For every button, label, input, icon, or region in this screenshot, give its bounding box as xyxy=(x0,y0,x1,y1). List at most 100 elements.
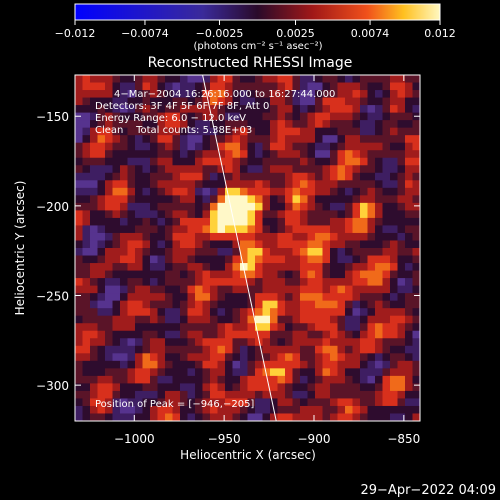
heatmap-cell xyxy=(247,97,256,106)
heatmap-cell xyxy=(217,383,226,392)
heatmap-cell xyxy=(247,172,256,181)
heatmap-cell xyxy=(120,338,129,347)
heatmap-cell xyxy=(240,255,249,264)
heatmap-cell xyxy=(345,232,354,242)
heatmap-cell xyxy=(285,75,294,84)
heatmap-cell xyxy=(255,210,264,219)
heatmap-cell xyxy=(360,135,369,144)
heatmap-cell xyxy=(382,360,391,369)
heatmap-cell xyxy=(120,142,129,151)
heatmap-cell xyxy=(150,225,159,234)
heatmap-cell xyxy=(150,308,159,317)
heatmap-cell xyxy=(142,383,151,392)
heatmap-cell xyxy=(225,187,234,196)
heatmap-cell xyxy=(390,338,399,347)
heatmap-cell xyxy=(397,180,406,189)
heatmap-cell xyxy=(90,345,99,354)
heatmap-cell xyxy=(255,353,264,362)
heatmap-cell xyxy=(375,195,384,204)
heatmap-cell xyxy=(127,225,136,234)
heatmap-cell xyxy=(367,330,376,339)
heatmap-cell xyxy=(97,105,106,114)
heatmap-cell xyxy=(367,285,376,294)
heatmap-cell xyxy=(307,112,316,121)
heatmap-cell xyxy=(390,345,399,354)
heatmap-cell xyxy=(247,202,256,211)
heatmap-cell xyxy=(120,240,129,249)
heatmap-cell xyxy=(375,225,384,234)
heatmap-cell xyxy=(172,263,181,272)
heatmap-cell xyxy=(172,368,181,377)
heatmap-cell xyxy=(82,270,91,279)
heatmap-cell xyxy=(315,278,324,287)
annotation-energy: Energy Range: 6.0 − 12.0 keV xyxy=(95,113,246,124)
heatmap-cell xyxy=(375,315,384,324)
heatmap-cell xyxy=(90,405,99,415)
heatmap-cell xyxy=(247,330,256,339)
heatmap-cell xyxy=(330,195,339,204)
heatmap-cell xyxy=(352,217,361,227)
heatmap-cell xyxy=(150,278,159,287)
heatmap-cell xyxy=(247,353,256,362)
heatmap-cell xyxy=(97,157,106,166)
heatmap-cell xyxy=(240,90,249,99)
heatmap-cell xyxy=(225,375,234,384)
heatmap-cell xyxy=(195,180,204,189)
heatmap-cell xyxy=(232,142,241,151)
heatmap-cell xyxy=(322,338,331,347)
heatmap-cell xyxy=(90,180,99,189)
heatmap-cell xyxy=(367,82,376,91)
heatmap-cell xyxy=(240,263,249,272)
heatmap-cell xyxy=(210,195,219,204)
heatmap-cell xyxy=(105,232,114,242)
heatmap-cell xyxy=(165,232,174,242)
heatmap-cell xyxy=(405,345,414,354)
heatmap-cell xyxy=(240,202,249,211)
heatmap-cell xyxy=(322,172,331,181)
heatmap-cell xyxy=(412,97,420,106)
heatmap-cell xyxy=(277,308,286,317)
heatmap-cell xyxy=(105,255,114,264)
heatmap-cell xyxy=(330,398,339,407)
heatmap-cell xyxy=(105,187,114,196)
heatmap-cell xyxy=(307,202,316,211)
heatmap-cell xyxy=(97,323,106,332)
heatmap-cell xyxy=(225,120,234,129)
heatmap-cell xyxy=(165,225,174,234)
heatmap-cell xyxy=(172,248,181,257)
heatmap-cell xyxy=(352,293,361,302)
heatmap-cell xyxy=(277,97,286,106)
heatmap-cell xyxy=(180,308,189,317)
heatmap-cell xyxy=(225,270,234,279)
heatmap-cell xyxy=(330,255,339,264)
heatmap-cell xyxy=(75,293,84,302)
heatmap-cell xyxy=(127,157,136,166)
heatmap-cell xyxy=(337,210,346,219)
heatmap-cell xyxy=(397,210,406,219)
heatmap-cell xyxy=(157,315,166,324)
heatmap-cell xyxy=(255,300,264,309)
heatmap-cell xyxy=(285,127,294,136)
heatmap-cell xyxy=(412,248,420,257)
heatmap-cell xyxy=(240,127,249,136)
heatmap-cell xyxy=(232,75,241,84)
heatmap-cell xyxy=(112,195,121,204)
heatmap-cell xyxy=(127,308,136,317)
heatmap-cell xyxy=(135,383,144,392)
heatmap-cell xyxy=(112,135,121,144)
heatmap-cell xyxy=(165,217,174,227)
heatmap-cell xyxy=(382,112,391,121)
heatmap-cell xyxy=(405,248,414,257)
heatmap-cell xyxy=(142,308,151,317)
heatmap-cell xyxy=(225,255,234,264)
heatmap-cell xyxy=(187,157,196,166)
heatmap-cell xyxy=(217,120,226,129)
heatmap-cell xyxy=(277,187,286,196)
heatmap-cell xyxy=(262,112,271,121)
heatmap-cell xyxy=(277,240,286,249)
heatmap-cell xyxy=(352,187,361,196)
heatmap-cell xyxy=(202,398,211,407)
heatmap-cell xyxy=(277,390,286,400)
heatmap-cell xyxy=(330,405,339,415)
heatmap-cell xyxy=(285,300,294,309)
